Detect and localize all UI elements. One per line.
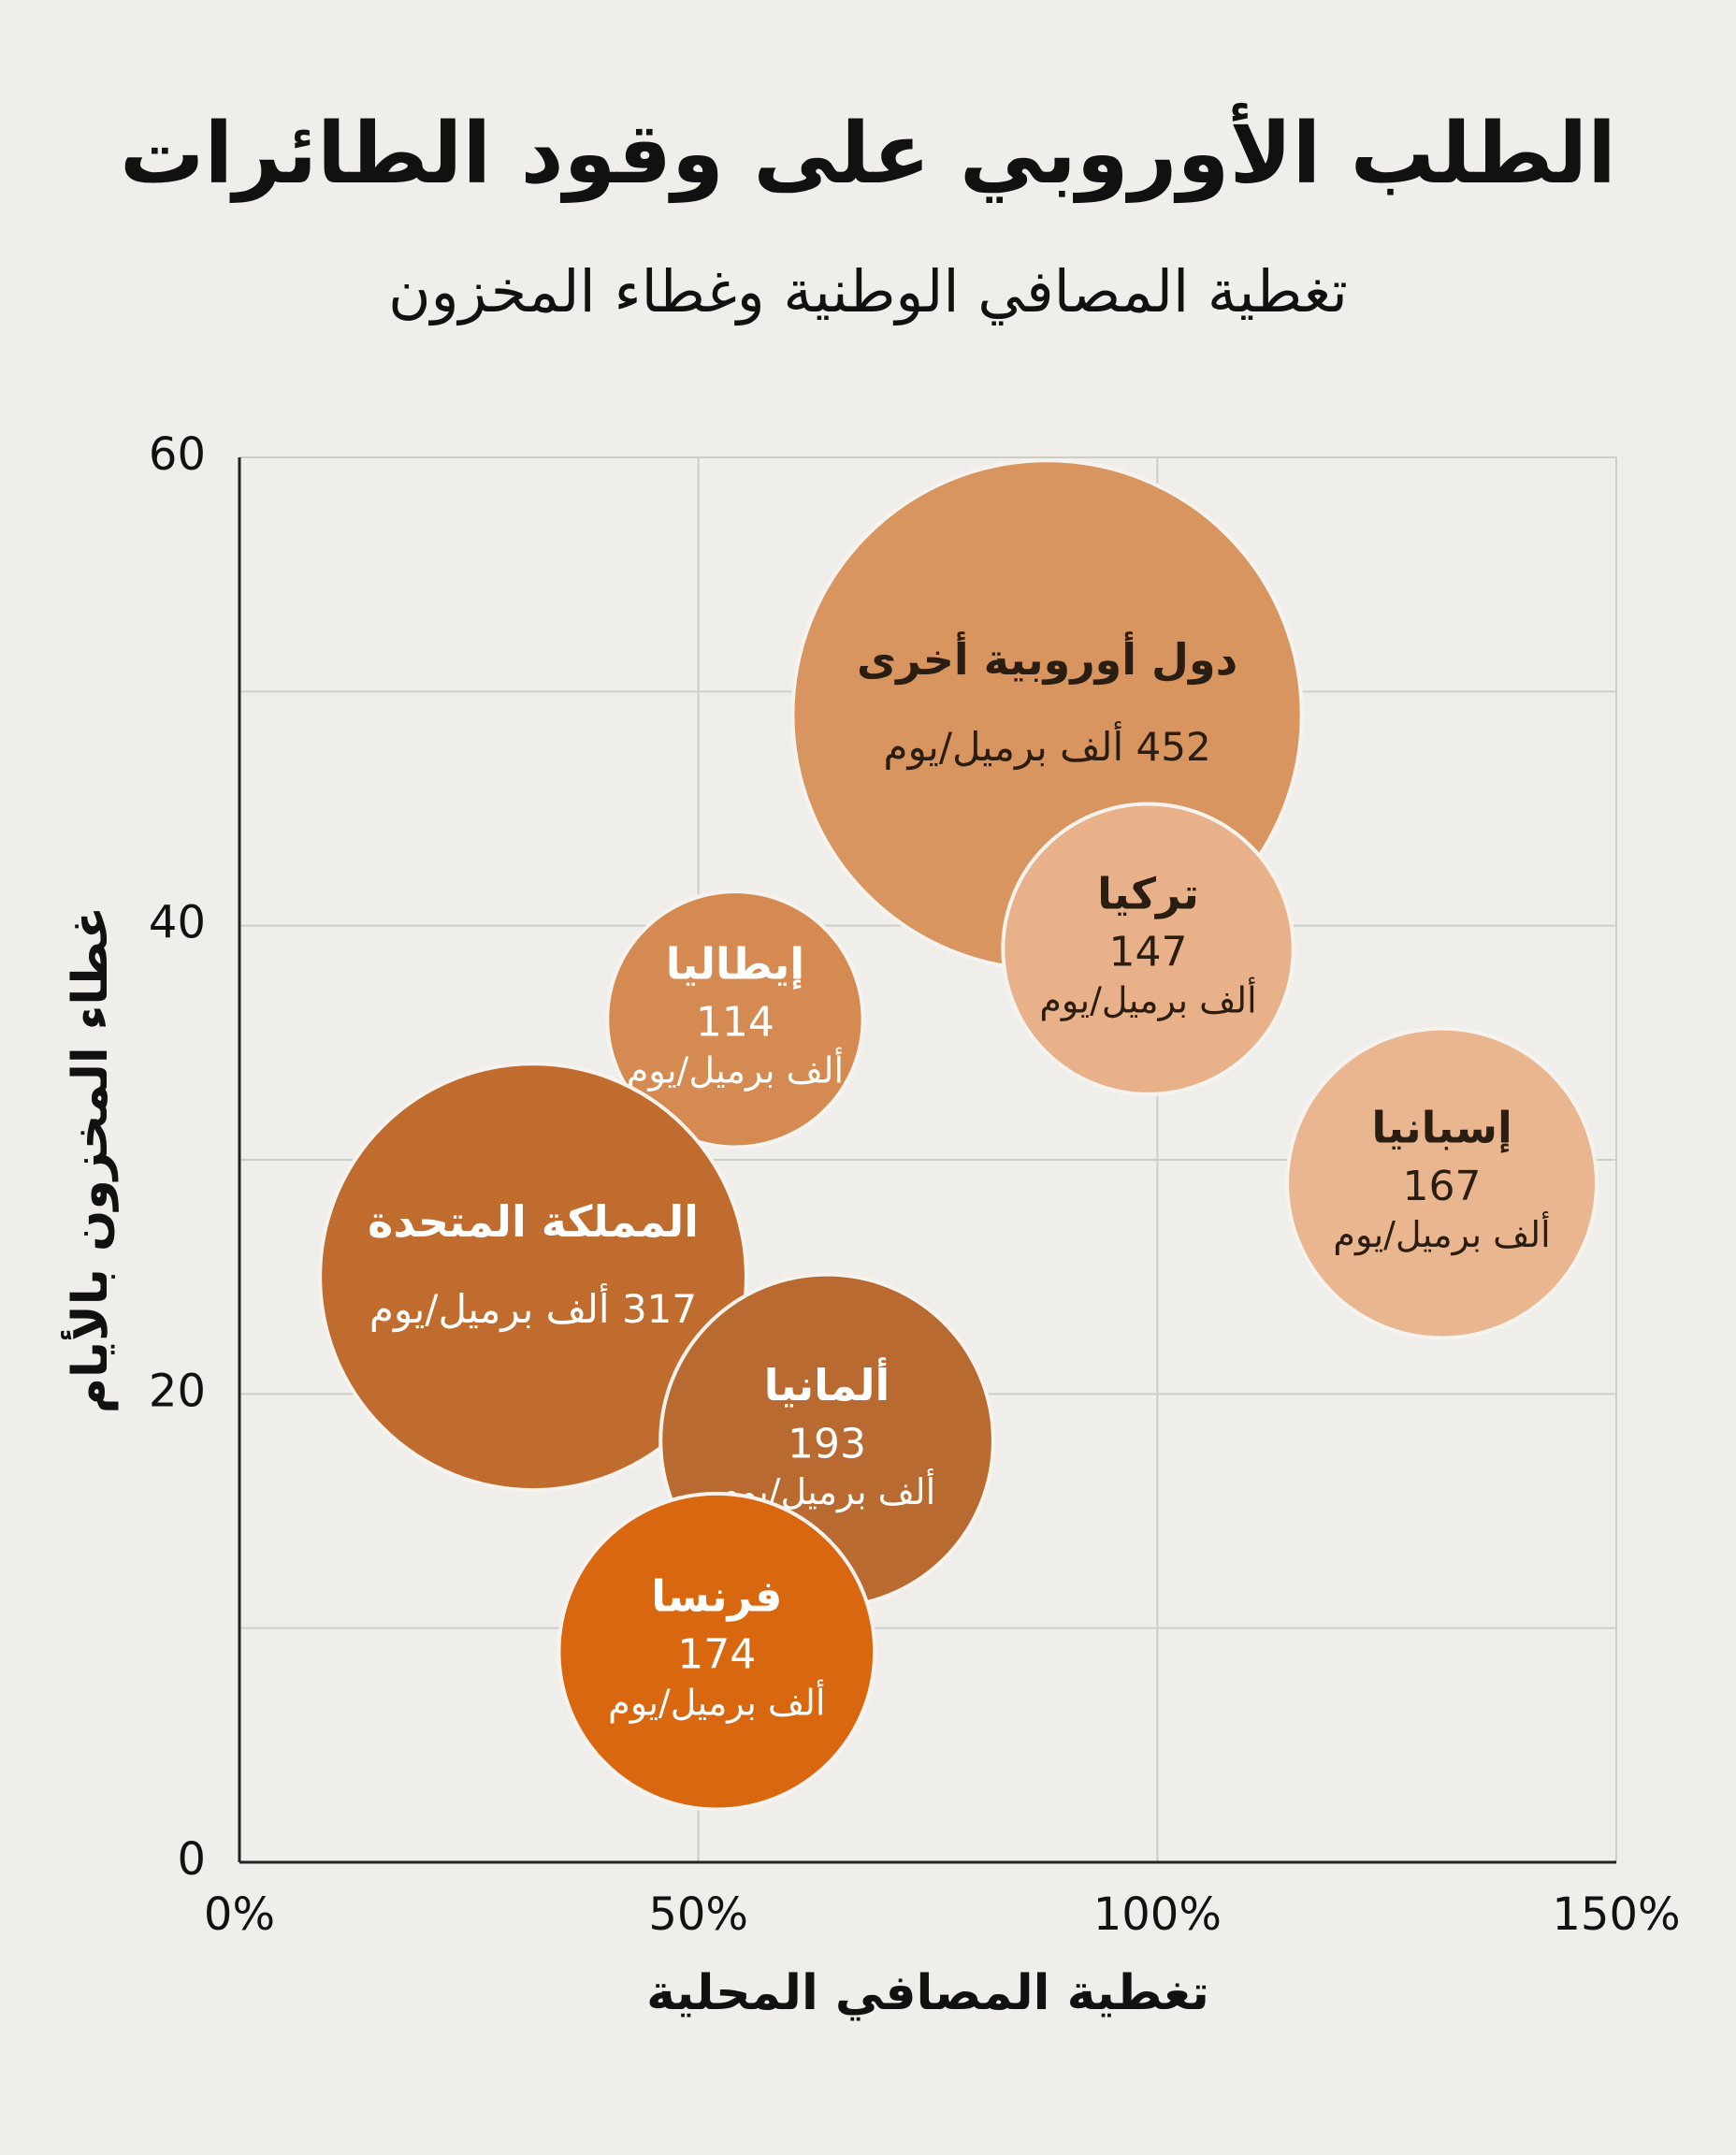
bubble-name: إسبانيا: [1371, 1103, 1512, 1154]
bubble-unit: ألف برميل/يوم: [627, 1048, 844, 1092]
chart-title: الطلب الأوروبي على وقود الطائرات: [120, 103, 1616, 204]
bubble-value: 174: [677, 1631, 756, 1679]
y-tick-label: 20: [149, 1365, 206, 1417]
x-tick-label: 50%: [648, 1888, 748, 1941]
bubble-value: 193: [788, 1420, 866, 1468]
chart-subtitle: تغطية المصافي الوطنية وغطاء المخزون: [388, 257, 1348, 325]
bubble-name: إيطاليا: [666, 938, 804, 990]
x-axis-label: تغطية المصافي المحلية: [646, 1965, 1209, 2021]
bubble: [605, 889, 865, 1150]
bubble-name: دول أوروبية أخرى: [857, 631, 1237, 685]
y-tick-label: 60: [149, 428, 206, 481]
bubble-unit: ألف برميل/يوم: [369, 1282, 610, 1331]
y-tick-label: 0: [177, 1833, 206, 1886]
bubble-value: 147: [1109, 929, 1188, 976]
bubble-unit: ألف برميل/يوم: [1039, 977, 1256, 1022]
bubble-value: 114: [696, 999, 774, 1047]
bubble-unit: ألف برميل/يوم: [608, 1680, 825, 1725]
bubble-name: المملكة المتحدة: [368, 1196, 699, 1247]
y-axis-label: غطاء المخزون بالأيام: [60, 906, 119, 1413]
bubble-value: 452: [1136, 724, 1211, 770]
bubble-name: تركيا: [1097, 868, 1199, 918]
bubble-unit: ألف برميل/يوم: [883, 721, 1123, 770]
bubble-value-line: 452 ألف برميل/يوم: [883, 721, 1210, 770]
y-tick-label: 40: [149, 897, 206, 949]
bubble-name: فرنسا: [651, 1570, 782, 1621]
bubble-value: 317: [622, 1285, 697, 1331]
bubble-value-line: 317 ألف برميل/يوم: [369, 1282, 697, 1331]
bubble: [318, 1062, 748, 1493]
x-tick-label: 100%: [1093, 1888, 1222, 1941]
bubble-unit: ألف برميل/يوم: [1333, 1211, 1550, 1256]
bubble: [557, 1491, 877, 1812]
bubble: [1001, 802, 1295, 1096]
x-tick-label: 150%: [1552, 1888, 1680, 1941]
bubble-name: ألمانيا: [764, 1357, 890, 1410]
x-tick-label: 0%: [204, 1888, 275, 1941]
bubble-value: 167: [1403, 1163, 1482, 1210]
bubble: [1285, 1026, 1599, 1340]
